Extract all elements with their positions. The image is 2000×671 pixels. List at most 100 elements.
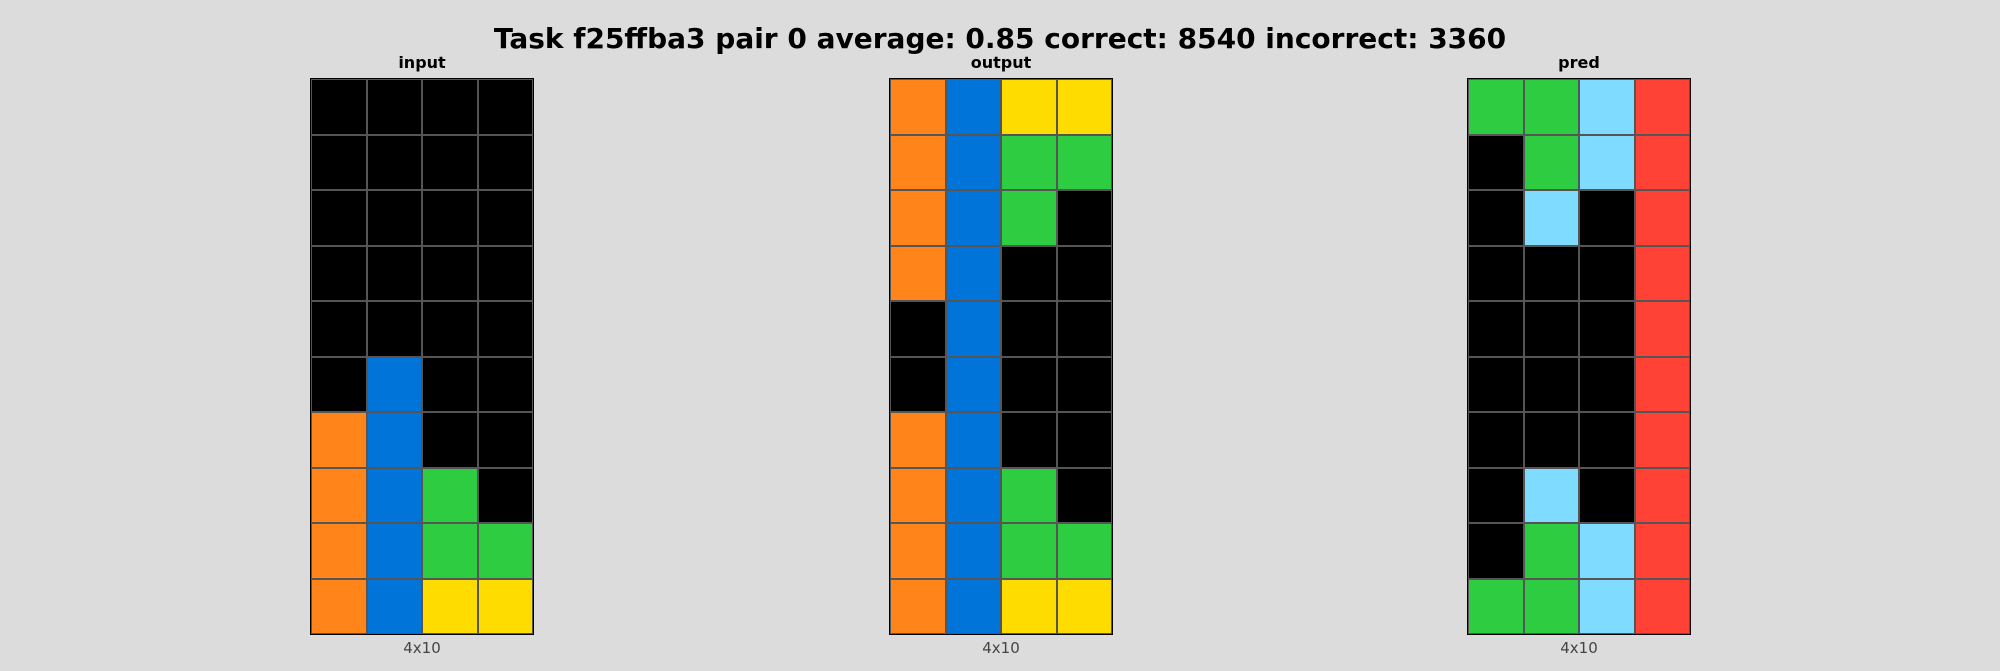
grid-cell [1001, 301, 1057, 357]
grid-cell [477, 578, 533, 634]
grid-cell [1056, 467, 1112, 523]
grid-cell [1001, 412, 1057, 468]
pred-panel: pred 4x10 [1467, 0, 1691, 671]
grid-cell [311, 356, 367, 412]
grid-cell [1468, 467, 1524, 523]
grid-cell [366, 245, 422, 301]
pred-label: pred [1558, 53, 1600, 72]
grid-cell [366, 134, 422, 190]
grid-cell [945, 245, 1001, 301]
grid-cell [945, 523, 1001, 579]
grid-cell [422, 578, 478, 634]
grid-cell [477, 134, 533, 190]
grid-cell [311, 301, 367, 357]
grid-cell [1001, 523, 1057, 579]
grid-cell [311, 578, 367, 634]
grid-cell [1468, 356, 1524, 412]
grid-cell [945, 467, 1001, 523]
grid-cell [890, 356, 946, 412]
grid-cell [890, 79, 946, 135]
grid-cell [1579, 467, 1635, 523]
grid-cell [1468, 134, 1524, 190]
input-dims: 4x10 [403, 639, 441, 657]
grid-cell [366, 467, 422, 523]
grid-cell [1634, 467, 1690, 523]
grid-cell [422, 190, 478, 246]
grid-cell [1001, 356, 1057, 412]
grid-cell [1056, 578, 1112, 634]
grid-cell [1523, 301, 1579, 357]
grid-cell [1468, 190, 1524, 246]
output-panel: output 4x10 [889, 0, 1113, 671]
grid-cell [1001, 190, 1057, 246]
grid-cell [366, 79, 422, 135]
grid-cell [1468, 578, 1524, 634]
grid-cell [1579, 356, 1635, 412]
grid-cell [890, 467, 946, 523]
input-grid [310, 78, 534, 635]
grid-cell [311, 79, 367, 135]
grid-cell [1579, 190, 1635, 246]
grid-cell [477, 523, 533, 579]
grid-cell [1523, 412, 1579, 468]
grid-cell [1056, 523, 1112, 579]
grid-cell [945, 578, 1001, 634]
grid-cell [1579, 79, 1635, 135]
grid-cell [477, 356, 533, 412]
figure-title: Task f25ffba3 pair 0 average: 0.85 corre… [493, 22, 1507, 55]
grid-cell [366, 578, 422, 634]
grid-cell [311, 245, 367, 301]
grid-cell [366, 523, 422, 579]
grid-cell [945, 134, 1001, 190]
grid-cell [890, 412, 946, 468]
grid-cell [1634, 190, 1690, 246]
grid-cell [1523, 356, 1579, 412]
grid-cell [945, 79, 1001, 135]
grid-cell [1634, 245, 1690, 301]
grid-cell [422, 467, 478, 523]
grid-cell [1579, 578, 1635, 634]
grid-cell [477, 467, 533, 523]
grid-cell [1634, 301, 1690, 357]
grid-cell [1001, 134, 1057, 190]
grid-cell [945, 412, 1001, 468]
grid-cell [311, 467, 367, 523]
grid-cell [1579, 301, 1635, 357]
grid-cell [890, 245, 946, 301]
grid-cell [1634, 79, 1690, 135]
grid-cell [1056, 79, 1112, 135]
grid-cell [1056, 190, 1112, 246]
grid-cell [1001, 467, 1057, 523]
grid-cell [1468, 301, 1524, 357]
grid-cell [1056, 412, 1112, 468]
grid-cell [477, 301, 533, 357]
grid-cell [1579, 245, 1635, 301]
grid-cell [945, 356, 1001, 412]
grid-cell [366, 301, 422, 357]
grid-cell [1056, 301, 1112, 357]
grid-cell [1523, 245, 1579, 301]
grid-cell [477, 190, 533, 246]
grid-cell [1056, 134, 1112, 190]
grid-cell [1001, 578, 1057, 634]
grid-cell [477, 79, 533, 135]
grid-cell [1523, 134, 1579, 190]
grid-cell [366, 356, 422, 412]
grid-cell [311, 134, 367, 190]
grid-cell [422, 523, 478, 579]
grid-cell [945, 301, 1001, 357]
grid-cell [1468, 523, 1524, 579]
grid-cell [1634, 412, 1690, 468]
grid-cell [422, 301, 478, 357]
grid-cell [1634, 356, 1690, 412]
grid-cell [890, 578, 946, 634]
grid-cell [422, 245, 478, 301]
grid-cell [366, 412, 422, 468]
grid-cell [477, 412, 533, 468]
grid-cell [1523, 79, 1579, 135]
input-panel: input 4x10 [310, 0, 534, 671]
output-dims: 4x10 [982, 639, 1020, 657]
grid-cell [366, 190, 422, 246]
grid-cell [1579, 412, 1635, 468]
grid-cell [1634, 134, 1690, 190]
